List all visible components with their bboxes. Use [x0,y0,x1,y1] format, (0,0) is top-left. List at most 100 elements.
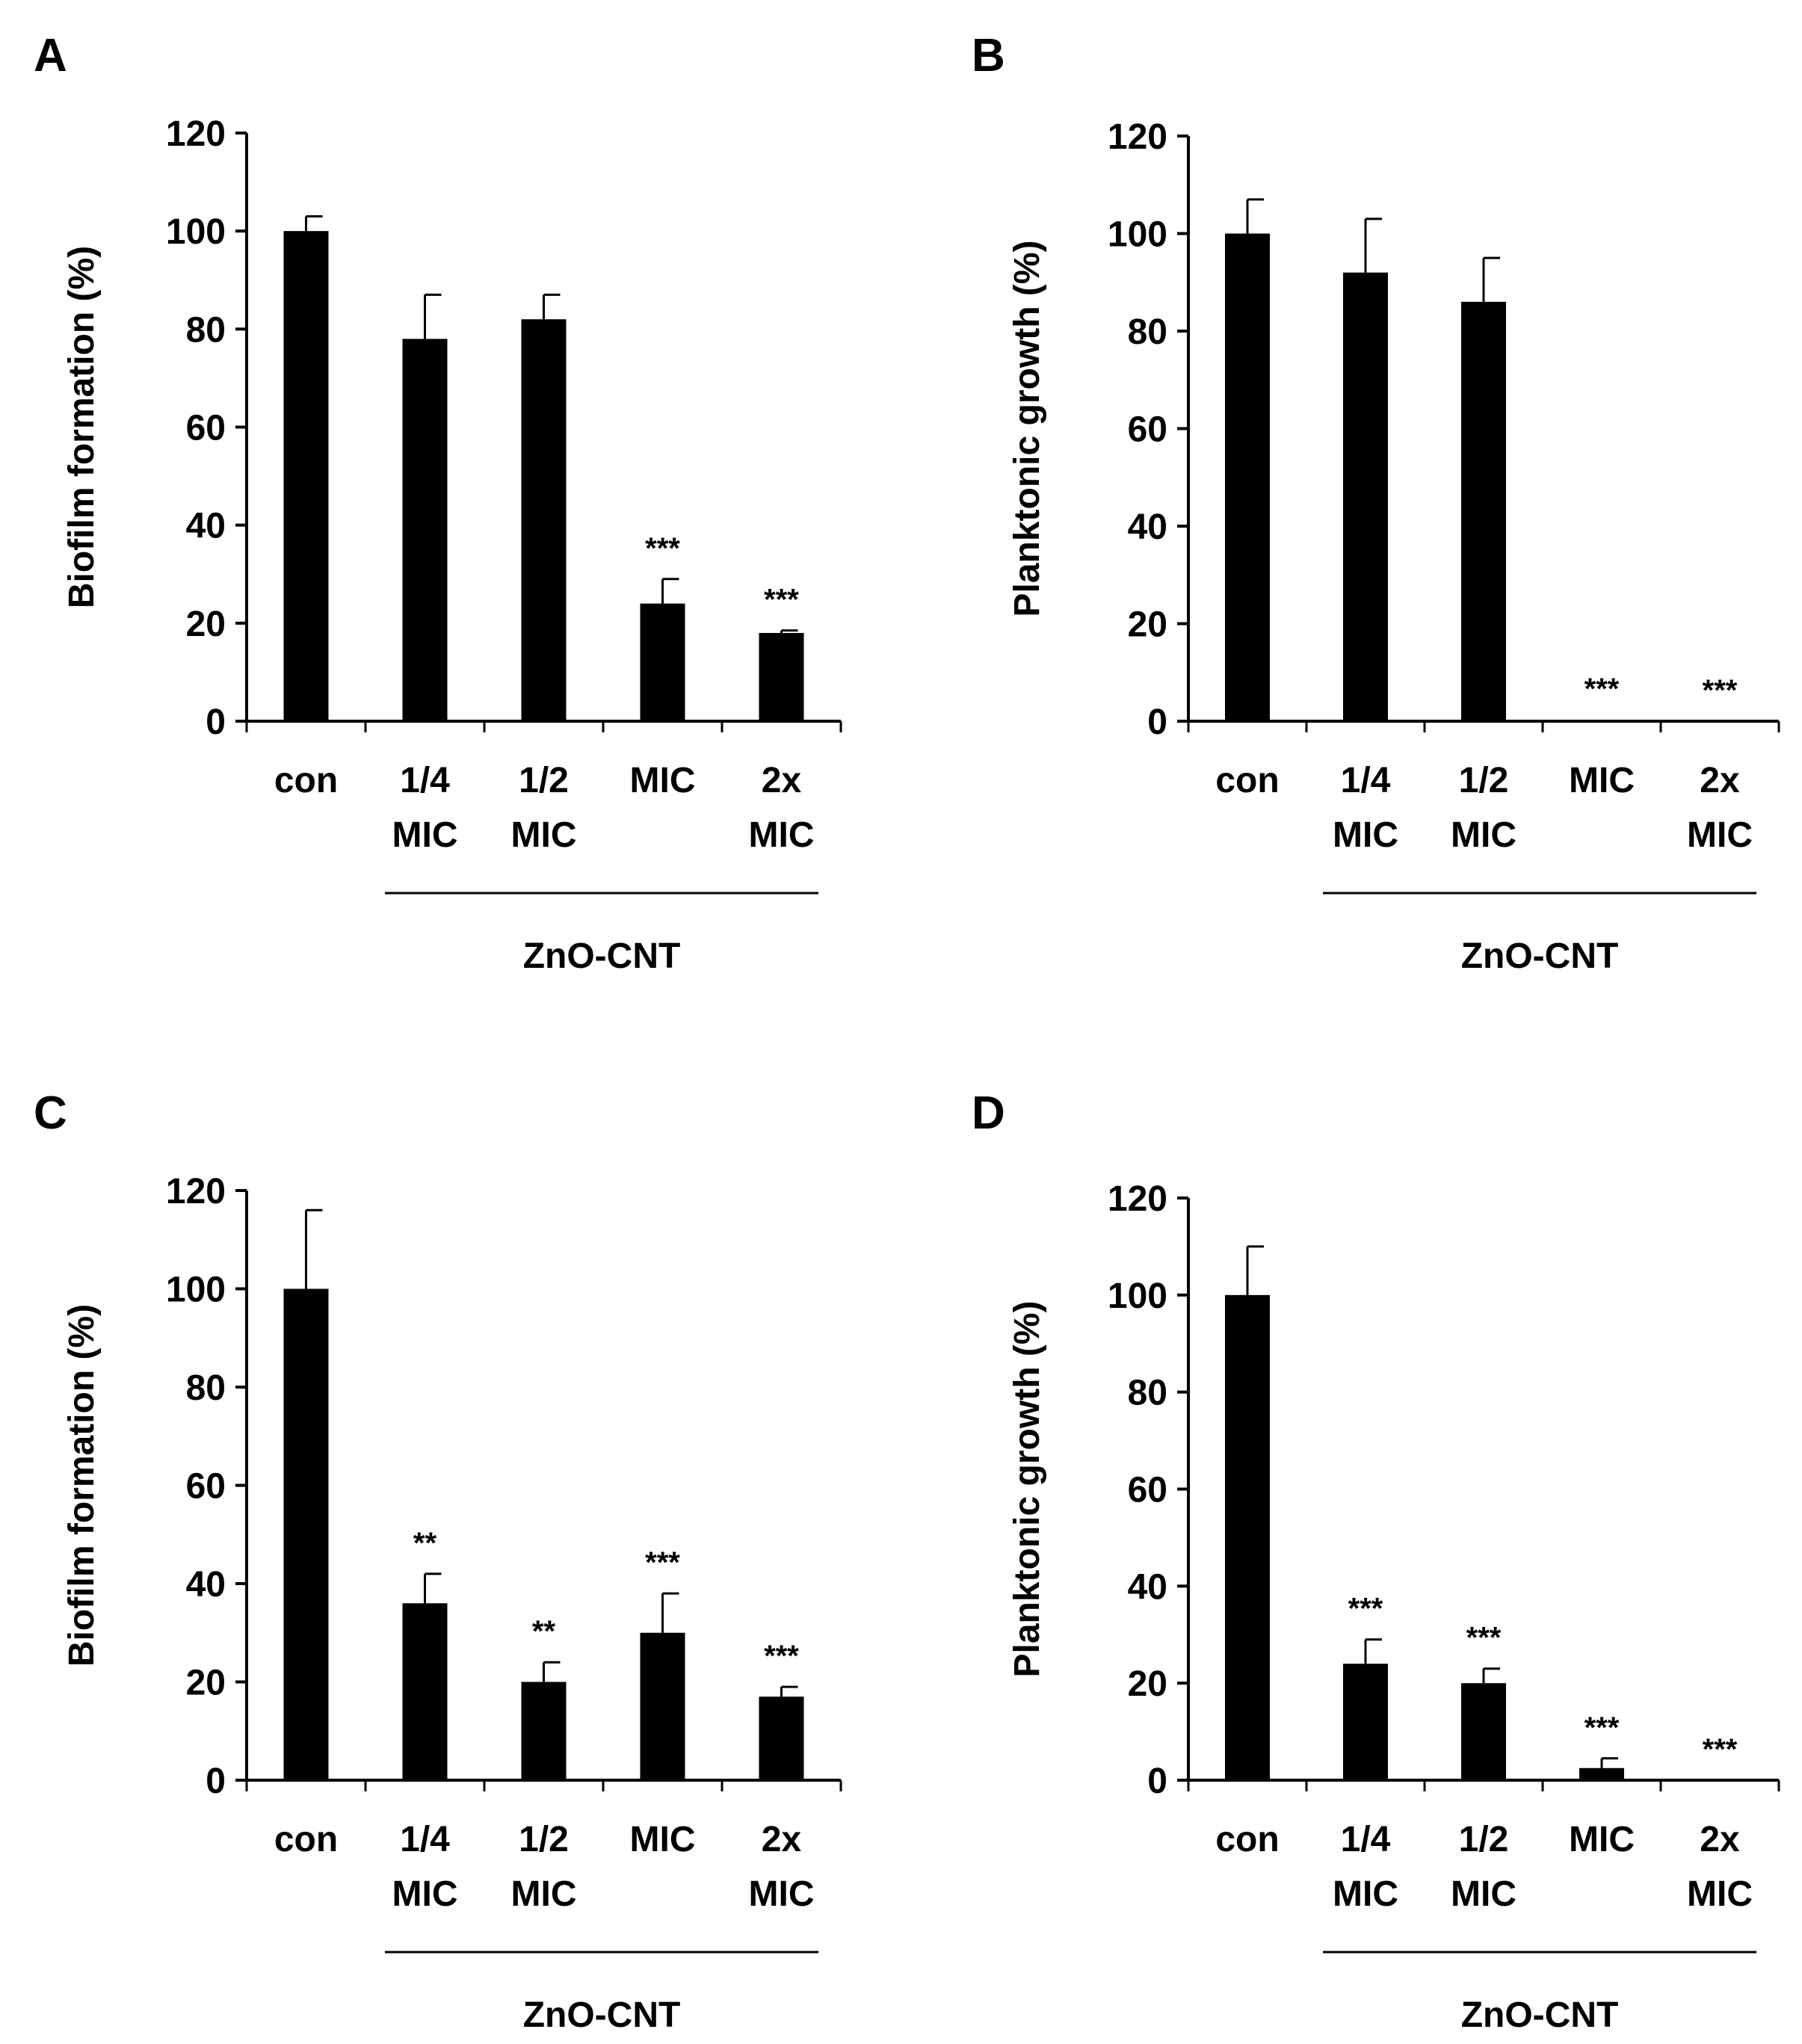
group-label: ZnO-CNT [1461,1995,1619,2035]
y-tick-label: 20 [1128,1664,1167,1704]
y-tick-label: 120 [166,114,226,154]
significance-label: *** [1585,673,1620,705]
y-tick-label: 0 [206,703,226,742]
panel-label: C [34,1087,67,1139]
category-label: con [274,1820,338,1859]
significance-label: *** [1585,1711,1620,1744]
category-label: MIC [1687,815,1753,855]
significance-label: *** [764,1640,799,1673]
category-label: MIC [1451,1874,1516,1914]
significance-label: *** [645,532,680,565]
panel-d: D 0 20 40 60 80 100 120 Planktonic growth (%) con… [972,1087,1780,2035]
category-label: MIC [511,815,577,855]
category-label: 1/4 [1341,761,1391,800]
category-label: 1/4 [400,1820,450,1859]
group-label: ZnO-CNT [1461,936,1619,976]
category-label: con [274,761,338,800]
y-axis-label: Biofilm formation (%) [62,246,102,608]
panel-label: A [34,30,67,81]
category-label: MIC [1333,815,1398,855]
y-tick-label: 120 [1108,117,1167,157]
category-label: MIC [630,1820,696,1859]
bar [640,603,685,721]
category-label: MIC [1569,1820,1635,1859]
bar [759,1696,804,1780]
y-tick-label: 60 [1128,1471,1167,1510]
significance-label: ** [532,1615,556,1648]
bar [1343,272,1388,721]
y-axis-label: Planktonic growth (%) [1008,241,1047,617]
category-label: con [1215,761,1279,800]
bar [640,1632,685,1780]
bar [402,1603,448,1780]
bar [283,231,329,722]
group-label: ZnO-CNT [523,936,681,976]
y-tick-label: 100 [1108,215,1167,255]
y-tick-label: 80 [1128,312,1167,352]
y-tick-label: 0 [206,1762,226,1801]
y-tick-label: 40 [186,1565,226,1605]
panel-b: B 0 20 40 60 80 100 120 Planktonic growth (%) con… [972,30,1780,976]
significance-label: *** [1703,1733,1738,1766]
y-tick-label: 80 [186,310,226,350]
category-label: MIC [749,815,815,855]
category-label: MIC [749,1874,815,1914]
panel-c: C 0 20 40 60 80 100 120 Biofilm formation (%) con… [34,1087,842,2035]
category-label: 2x [762,761,802,800]
category-label: 2x [1700,761,1740,800]
bar [402,339,448,721]
category-label: 2x [762,1820,802,1859]
category-label: con [1215,1820,1279,1859]
category-label: MIC [392,815,458,855]
y-axis-label: Biofilm formation (%) [62,1304,102,1667]
y-axis-label: Planktonic growth (%) [1008,1301,1047,1678]
significance-label: *** [1466,1622,1502,1655]
category-label: MIC [1569,761,1635,800]
category-label: MIC [1333,1874,1398,1914]
significance-label: *** [645,1546,680,1579]
group-label: ZnO-CNT [523,1995,681,2035]
category-label: 1/4 [1341,1820,1391,1859]
y-tick-label: 100 [166,212,226,252]
y-tick-label: 20 [186,1664,226,1703]
significance-label: *** [1348,1593,1383,1625]
category-label: 1/2 [1459,1820,1509,1859]
category-label: 2x [1700,1820,1740,1859]
y-tick-label: 100 [1108,1276,1167,1316]
y-tick-label: 120 [1108,1179,1167,1219]
bar [1225,233,1270,721]
significance-label: ** [413,1527,437,1560]
y-tick-label: 60 [186,1467,226,1507]
y-tick-label: 20 [186,605,226,644]
bar [1461,1683,1506,1780]
significance-label: *** [1703,674,1738,707]
y-tick-label: 60 [186,409,226,448]
y-tick-label: 20 [1128,605,1167,645]
category-label: MIC [1687,1874,1753,1914]
panel-a: A 0 20 40 60 80 100 120 Biofilm formation (%) con… [34,30,842,976]
category-label: 1/2 [1459,761,1509,800]
panel-label: B [972,30,1005,81]
y-tick-label: 100 [166,1270,226,1310]
y-tick-label: 40 [1128,507,1167,547]
bar [1579,1767,1624,1780]
significance-label: *** [764,584,799,617]
category-label: 1/4 [400,761,450,800]
panel-label: D [972,1087,1005,1139]
y-tick-label: 40 [1128,1567,1167,1607]
y-tick-label: 80 [186,1368,226,1408]
category-label: MIC [511,1874,577,1914]
bar [1225,1294,1270,1780]
category-label: MIC [1451,815,1516,855]
bar [759,632,804,721]
bar [1461,301,1506,722]
category-label: 1/2 [519,761,569,800]
bar [521,1682,567,1780]
bar [521,319,567,721]
category-label: MIC [392,1874,458,1914]
bar [1579,720,1624,721]
y-tick-label: 40 [186,507,226,546]
category-label: 1/2 [519,1820,569,1859]
y-tick-label: 80 [1128,1374,1167,1413]
